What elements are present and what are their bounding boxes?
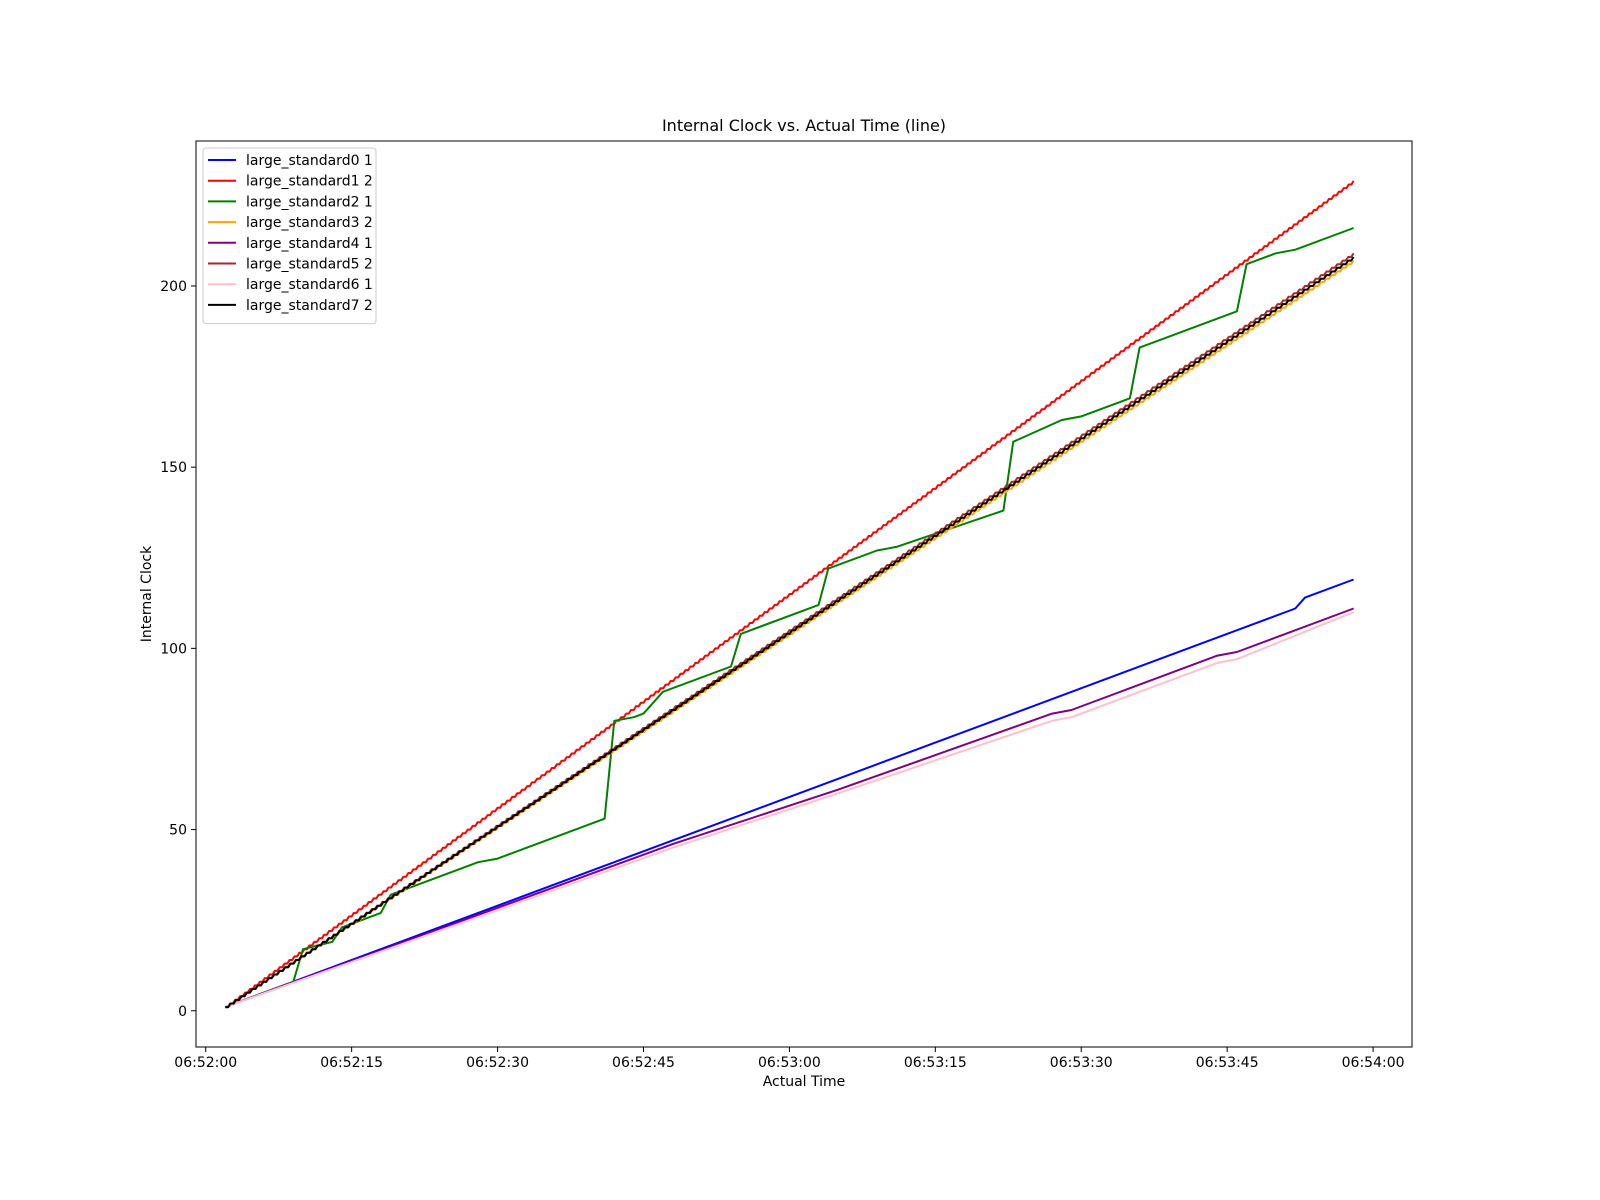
x-axis-label: Actual Time	[763, 1074, 846, 1090]
series-line-6	[224, 611, 1354, 1009]
x-tick-label: 06:52:00	[174, 1055, 237, 1071]
legend-label-5: large_standard5 2	[246, 257, 373, 273]
x-tick-label: 06:53:00	[758, 1055, 821, 1071]
legend: large_standard0 1 large_standard1 2 large_…	[202, 147, 377, 325]
legend-label-1: large_standard1 2	[246, 174, 373, 190]
x-tick-label: 06:53:45	[1196, 1055, 1259, 1071]
legend-label-4: large_standard4 1	[246, 236, 373, 252]
y-tick-label: 150	[160, 460, 187, 476]
x-tick-label: 06:52:15	[320, 1055, 383, 1071]
legend-frame	[202, 147, 377, 325]
x-tick-label: 06:52:45	[612, 1055, 675, 1071]
series-line-2	[224, 227, 1354, 1009]
legend-label-6: large_standard6 1	[246, 277, 373, 293]
series-line-1	[225, 180, 1355, 1009]
x-axis: 06:52:00 06:52:15 06:52:30 06:52:45 06:53:00…	[174, 1047, 1405, 1071]
legend-label-0: large_standard0 1	[246, 153, 373, 169]
plot-area-frame	[195, 140, 1413, 1048]
x-tick-label: 06:53:15	[904, 1055, 967, 1071]
y-tick-label: 50	[169, 823, 187, 839]
series-layer	[224, 180, 1355, 1009]
chart-title: Internal Clock vs. Actual Time (line)	[662, 116, 946, 135]
series-line-4	[224, 607, 1354, 1009]
y-axis-label: Internal Clock	[139, 545, 155, 642]
y-tick-label: 0	[178, 1004, 187, 1020]
legend-label-7: large_standard7 2	[246, 298, 373, 314]
legend-label-2: large_standard2 1	[246, 194, 373, 210]
legend-label-3: large_standard3 2	[246, 215, 373, 231]
y-tick-label: 100	[160, 641, 187, 657]
series-line-0	[224, 578, 1354, 1009]
x-tick-label: 06:54:00	[1342, 1055, 1405, 1071]
y-tick-label: 200	[160, 279, 187, 295]
x-tick-label: 06:53:30	[1050, 1055, 1113, 1071]
series-line-7	[225, 256, 1355, 1009]
x-tick-label: 06:52:30	[466, 1055, 529, 1071]
y-axis: 0 50 100 150 200	[160, 279, 196, 1020]
